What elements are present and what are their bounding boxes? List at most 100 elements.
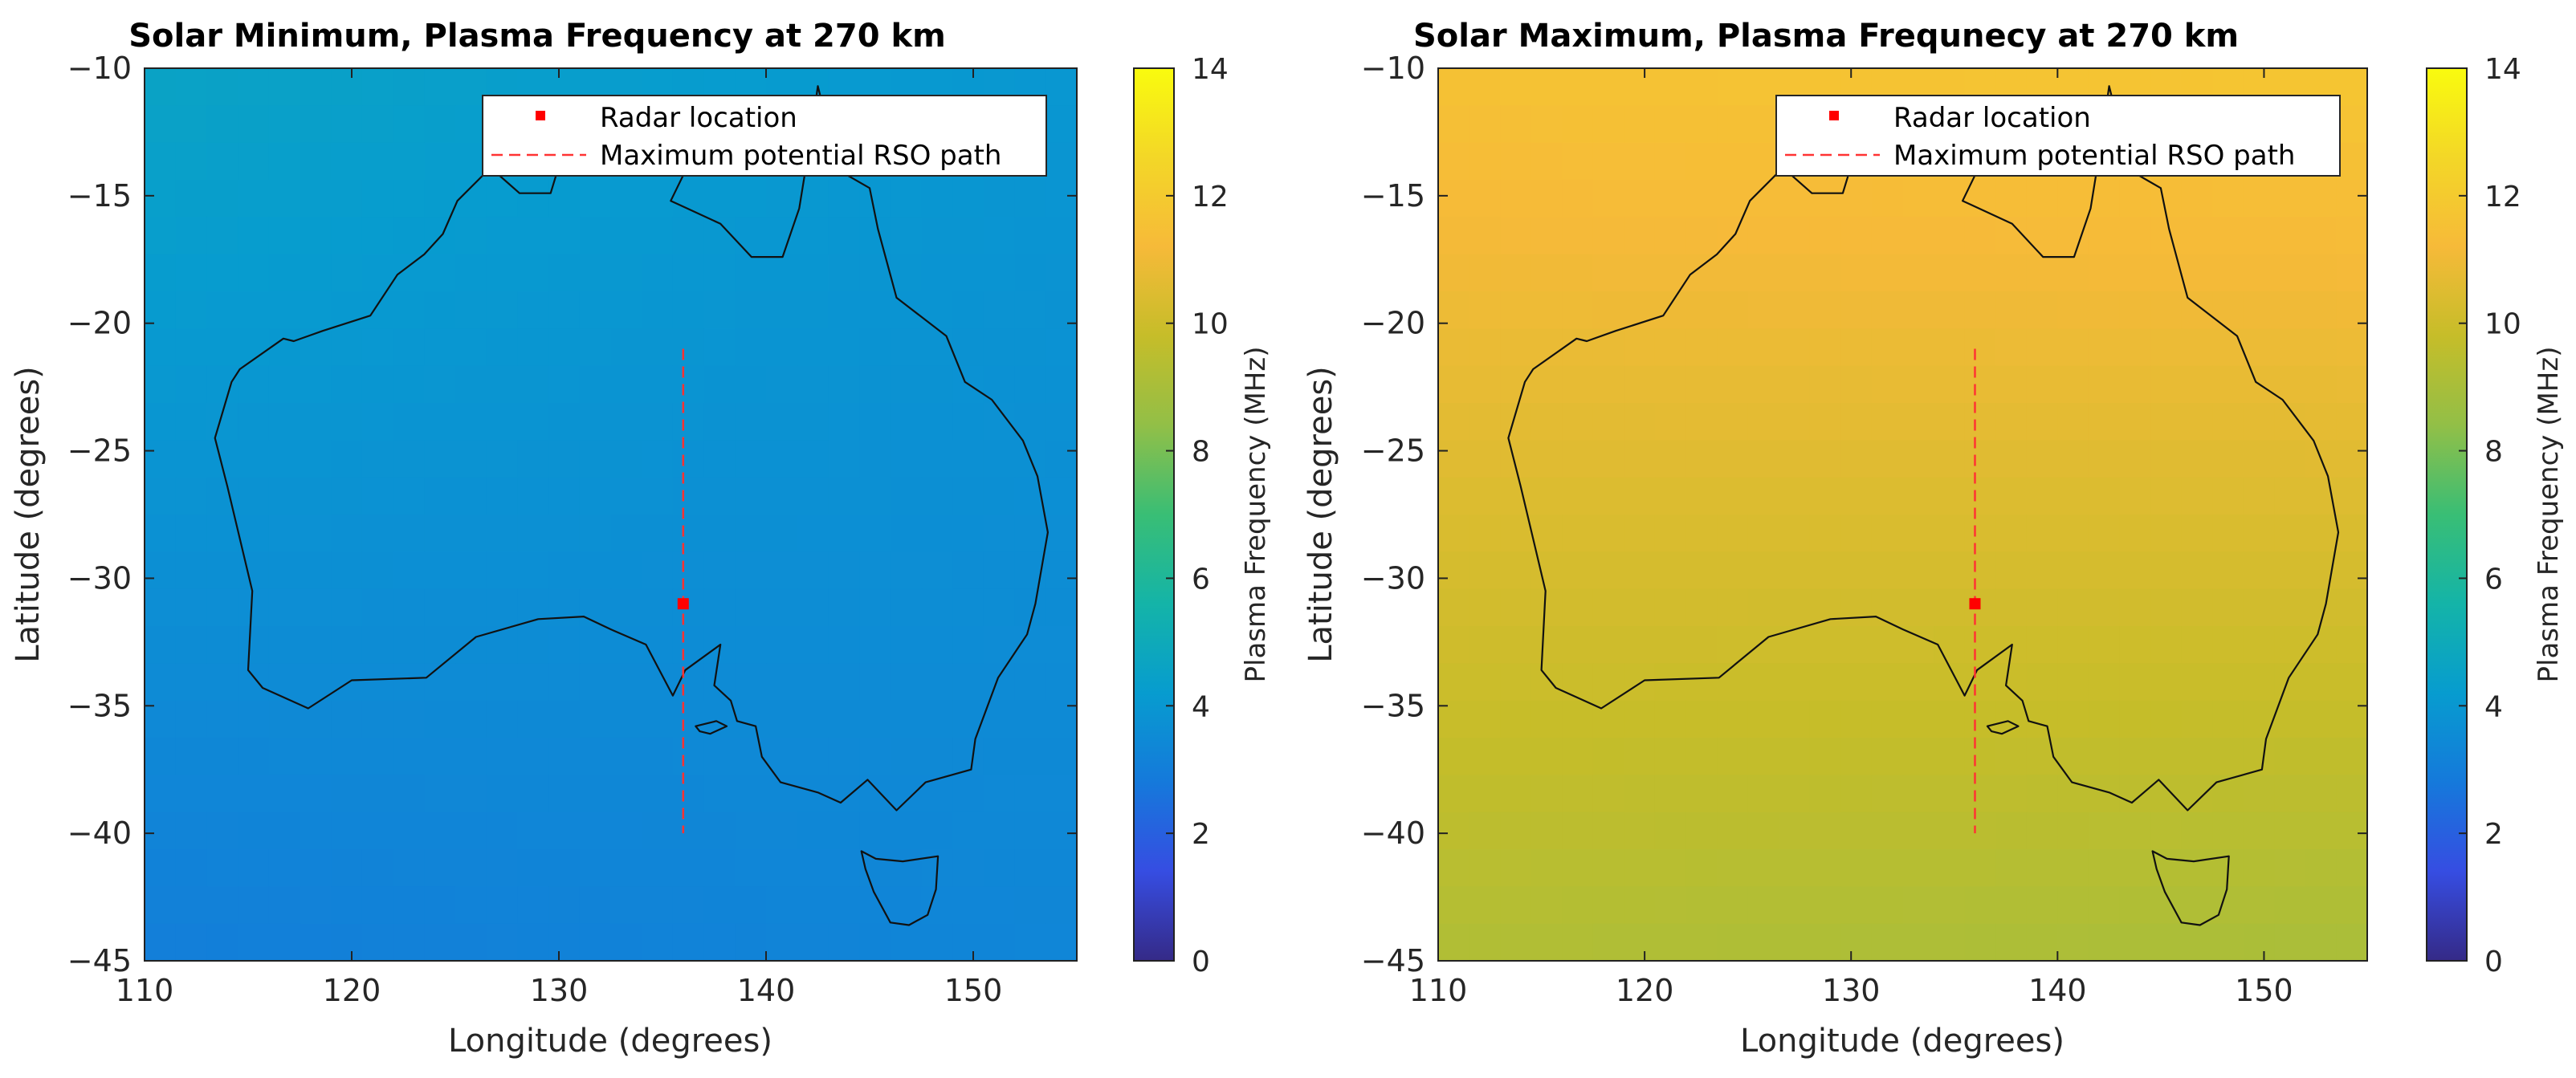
field-cell [1531, 700, 1563, 738]
field-cell [1624, 477, 1656, 515]
field-cell [797, 403, 829, 441]
field-cell [952, 626, 984, 665]
field-cell [1717, 775, 1749, 813]
field-cell [1717, 812, 1749, 850]
field-cell [1964, 254, 1996, 292]
field-cell [1592, 551, 1625, 590]
field-cell [1809, 886, 1842, 925]
field-cell [1871, 291, 1904, 330]
field-cell [1562, 515, 1594, 553]
field-cell [268, 663, 301, 702]
field-cell [1624, 663, 1656, 702]
field-cell [300, 328, 332, 367]
field-cell [1902, 365, 1934, 404]
field-cell [1014, 886, 1047, 925]
field-cell [2150, 365, 2183, 404]
field-cell [455, 812, 487, 850]
field-cell [175, 291, 208, 330]
field-cell [393, 440, 426, 478]
field-cell [1624, 217, 1656, 255]
field-cell [1014, 180, 1047, 218]
field-cell [1685, 365, 1718, 404]
field-cell [579, 588, 612, 627]
field-cell [1871, 626, 1904, 665]
field-cell [983, 886, 1016, 925]
field-cell [579, 626, 612, 665]
field-cell [1654, 663, 1687, 702]
field-cell [268, 180, 301, 218]
x-tick-label: 110 [1409, 973, 1468, 1008]
field-cell [331, 923, 363, 962]
field-cell [2274, 663, 2306, 702]
field-cell [238, 328, 270, 367]
field-cell [206, 551, 238, 590]
field-cell [703, 328, 736, 367]
field-cell [2088, 403, 2121, 441]
field-cell [1717, 588, 1749, 627]
field-cell [1809, 663, 1842, 702]
field-cell [672, 291, 705, 330]
field-cell [2243, 775, 2276, 813]
field-cell [672, 515, 705, 553]
field-cell [2057, 849, 2089, 888]
field-cell [859, 588, 891, 627]
field-cell [1747, 440, 1780, 478]
field-cell [1747, 477, 1780, 515]
field-cell [424, 812, 456, 850]
field-cell [361, 588, 394, 627]
field-cell [921, 588, 953, 627]
field-cell [797, 886, 829, 925]
chart-title: Solar Maximum, Plasma Frequnecy at 270 k… [1413, 18, 2239, 55]
field-cell [2243, 551, 2276, 590]
field-cell [2243, 849, 2276, 888]
field-cell [2181, 551, 2213, 590]
field-cell [1562, 105, 1594, 144]
field-cell [331, 738, 363, 776]
field-cell [2305, 700, 2338, 738]
field-cell [1871, 365, 1904, 404]
field-cell [238, 180, 270, 218]
field-cell [1531, 738, 1563, 776]
field-cell [672, 886, 705, 925]
field-cell [1840, 291, 1873, 330]
field-cell [1902, 849, 1934, 888]
field-cell [238, 738, 270, 776]
field-cell [1964, 440, 1996, 478]
field-cell [1902, 217, 1934, 255]
field-cell [921, 403, 953, 441]
field-cell [1438, 142, 1470, 181]
field-cell [424, 588, 456, 627]
field-cell [579, 700, 612, 738]
field-cell [2119, 588, 2151, 627]
colorbar-tick-label: 2 [2484, 818, 2503, 851]
field-cell [1685, 515, 1718, 553]
field-cell [859, 849, 891, 888]
field-cell [1045, 551, 1078, 590]
field-cell [2212, 812, 2244, 850]
field-cell [642, 403, 674, 441]
field-cell [610, 886, 642, 925]
field-cell [486, 551, 519, 590]
field-cell [455, 403, 487, 441]
field-cell [486, 291, 519, 330]
field-cell [1654, 515, 1687, 553]
field-cell [579, 440, 612, 478]
field-cell [1934, 886, 1966, 925]
field-cell [642, 254, 674, 292]
field-cell [1685, 291, 1718, 330]
field-cell [1871, 849, 1904, 888]
field-cell [1902, 775, 1934, 813]
field-cell [548, 923, 581, 962]
field-cell [766, 849, 798, 888]
field-cell [890, 700, 923, 738]
field-cell [1902, 291, 1934, 330]
field-cell [175, 886, 208, 925]
field-cell [2243, 886, 2276, 925]
field-cell [1685, 849, 1718, 888]
field-cell [331, 849, 363, 888]
colorbar-tick-label: 6 [2484, 563, 2503, 596]
field-cell [1531, 403, 1563, 441]
field-cell [1438, 700, 1470, 738]
field-cell [1964, 886, 1996, 925]
field-cell [2088, 365, 2121, 404]
